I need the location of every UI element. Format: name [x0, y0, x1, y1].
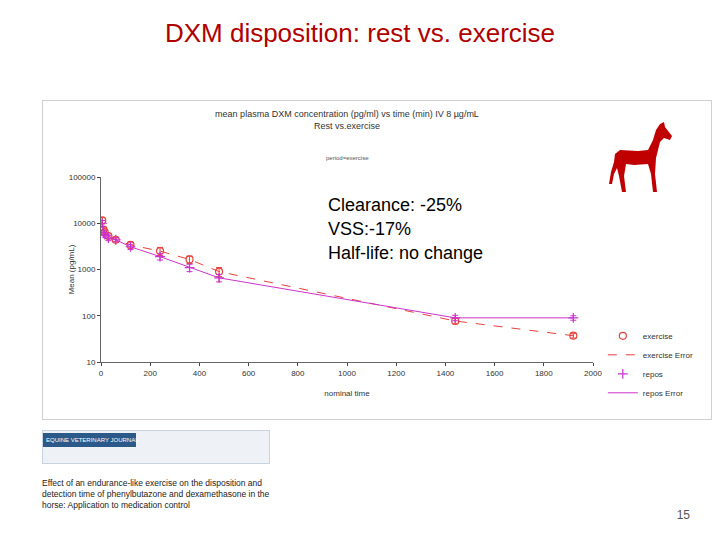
svg-text:10: 10: [86, 358, 95, 367]
svg-text:exercise: exercise: [643, 332, 673, 341]
svg-text:mean plasma DXM concentration: mean plasma DXM concentration (pg/ml) vs…: [215, 109, 479, 131]
html-text:Effect of an endurance-like ex: Effect of an endurance-like exercise on …: [42, 478, 270, 510]
svg-text:1200: 1200: [387, 369, 405, 378]
html-text:EQUINE VETERINARY JOURNAL: EQUINE VETERINARY JOURNAL: [46, 437, 139, 443]
svg-text:800: 800: [291, 369, 305, 378]
html-text:15: 15: [676, 508, 690, 522]
svg-text:1000: 1000: [338, 369, 356, 378]
svg-text:2000: 2000: [584, 369, 602, 378]
svg-text:0: 0: [99, 369, 104, 378]
svg-text:1800: 1800: [535, 369, 553, 378]
svg-text:400: 400: [193, 369, 207, 378]
svg-text:100000: 100000: [69, 173, 96, 182]
svg-text:1400: 1400: [437, 369, 455, 378]
svg-text:repos: repos: [643, 370, 663, 379]
html-text:Clearance: -25%: Clearance: -25%: [328, 195, 463, 215]
html-text:VSS:-17%: VSS:-17%: [328, 219, 411, 239]
svg-text:Mean (pg/mL): Mean (pg/mL): [67, 244, 76, 294]
svg-text:200: 200: [144, 369, 158, 378]
svg-text:exercise Error: exercise Error: [643, 351, 693, 360]
html-text:DXM disposition: rest vs. exer: DXM disposition: rest vs. exercise: [164, 18, 556, 48]
svg-text:nominal time: nominal time: [324, 389, 370, 398]
html-text:Half-life: no change: Half-life: no change: [328, 243, 484, 263]
svg-text:600: 600: [242, 369, 256, 378]
svg-text:100: 100: [82, 312, 96, 321]
svg-text:repos Error: repos Error: [643, 389, 683, 398]
svg-text:1000: 1000: [78, 265, 96, 274]
svg-text:1600: 1600: [486, 369, 504, 378]
svg-text:10000: 10000: [73, 219, 96, 228]
svg-text:period=exercise: period=exercise: [326, 155, 369, 161]
